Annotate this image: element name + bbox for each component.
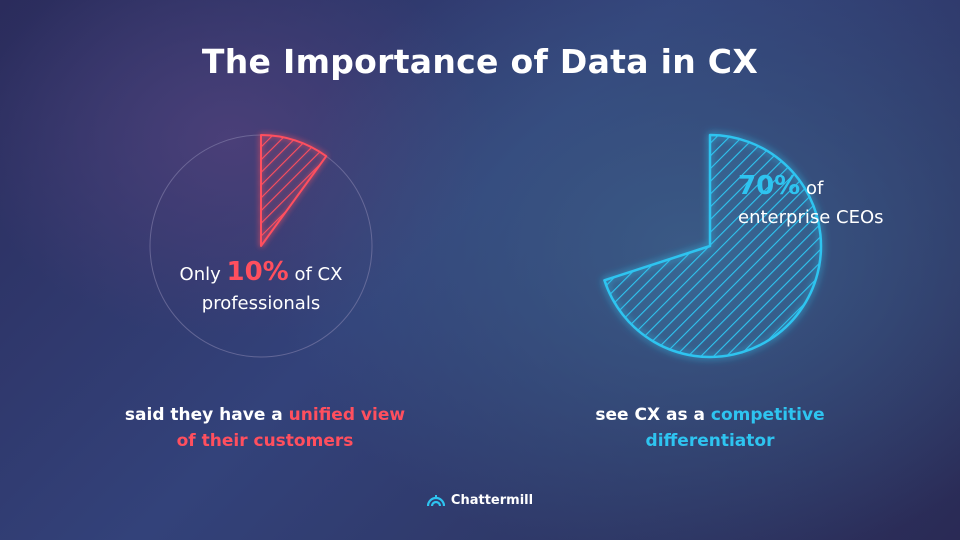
caption-right: see CX as a competitive differentiator bbox=[540, 402, 880, 455]
value-left: 10% bbox=[226, 257, 289, 287]
caption-right-highlight: competitive bbox=[710, 405, 825, 425]
label-suffix-right-1: of bbox=[805, 178, 824, 199]
brand-name: Chattermill bbox=[450, 493, 534, 508]
label-suffix-left-2: professionals bbox=[201, 292, 321, 314]
caption-left-highlight: unified view bbox=[288, 405, 406, 425]
caption-left-plain: said they have a bbox=[124, 405, 283, 425]
pie-slice-right bbox=[603, 133, 823, 359]
caption-left-line2: of their customers bbox=[176, 431, 354, 452]
brand: Chattermill bbox=[0, 493, 960, 508]
caption-right-line2: differentiator bbox=[645, 431, 775, 452]
pie-label-right: 70% of enterprise CEOs bbox=[738, 168, 938, 230]
pie-slice-left bbox=[260, 134, 328, 247]
pie-label-left: Only 10% of CX professionals bbox=[150, 254, 372, 316]
caption-right-plain: see CX as a bbox=[595, 405, 705, 425]
label-prefix-left: Only bbox=[179, 264, 221, 285]
page-title: The Importance of Data in CX bbox=[201, 42, 759, 81]
value-right: 70% bbox=[738, 171, 801, 201]
caption-left: said they have a unified view of their c… bbox=[95, 402, 435, 455]
label-suffix-left-1: of CX bbox=[294, 264, 343, 285]
chattermill-logo-icon bbox=[426, 495, 445, 507]
label-suffix-right-2: enterprise CEOs bbox=[738, 206, 884, 228]
